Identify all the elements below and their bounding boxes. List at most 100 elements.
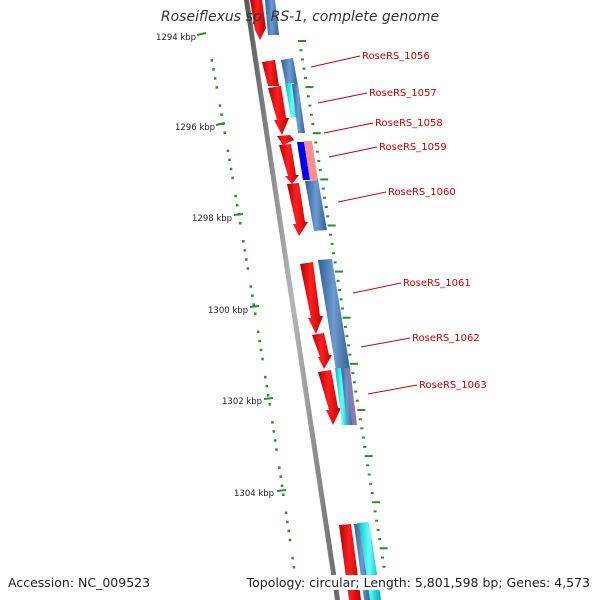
gene-arrow xyxy=(300,262,323,334)
gene-label-1058[interactable]: RoseRS_1058 xyxy=(375,118,443,129)
minor-tick xyxy=(212,68,215,71)
outer-tick xyxy=(358,418,362,421)
outer-tick xyxy=(370,492,374,494)
tick-label-1294: 1294 kbp xyxy=(156,33,196,43)
pink-feature xyxy=(304,141,318,180)
genome-title: Roseiflexus sp. RS-1, complete genome xyxy=(160,9,440,25)
outer-tick xyxy=(317,159,321,162)
minor-tick xyxy=(261,357,264,361)
major-tick xyxy=(215,122,226,126)
label-leader xyxy=(352,282,402,294)
outer-tick xyxy=(324,206,328,208)
outer-tick xyxy=(352,381,356,384)
minor-tick xyxy=(286,520,289,524)
minor-tick xyxy=(249,285,253,288)
major-tick xyxy=(196,32,207,36)
minor-tick xyxy=(213,77,217,80)
gene-label-1059[interactable]: RoseRS_1059 xyxy=(379,142,447,153)
protein-bar xyxy=(281,58,298,86)
protein-bar xyxy=(305,180,327,231)
gene-label-1061[interactable]: RoseRS_1061 xyxy=(403,278,471,289)
outer-tick xyxy=(355,399,359,402)
gene-arrow xyxy=(262,60,279,86)
gene-labels: RoseRS_1056 RoseRS_1057 RoseRS_1058 Rose… xyxy=(310,51,487,395)
minor-tick xyxy=(280,484,284,487)
minor-tick xyxy=(292,565,296,569)
outer-tick xyxy=(361,436,365,439)
minor-tick xyxy=(223,131,226,134)
minor-tick xyxy=(275,448,278,451)
protein-bar xyxy=(318,259,350,370)
major-tick xyxy=(249,305,260,308)
minor-tick xyxy=(251,294,254,297)
outer-tick xyxy=(332,252,336,255)
outer-tick xyxy=(376,528,380,531)
gene-label-1063[interactable]: RoseRS_1063 xyxy=(419,380,487,391)
outer-tick xyxy=(381,556,384,559)
minor-tick xyxy=(246,267,250,270)
tick-label-1302: 1302 kbp xyxy=(222,397,262,407)
minor-tick xyxy=(236,203,239,207)
genome-backbone xyxy=(244,0,340,600)
minor-tick xyxy=(231,176,234,180)
minor-tick xyxy=(279,475,282,478)
outer-tick xyxy=(311,123,315,125)
gene-label-1057[interactable]: RoseRS_1057 xyxy=(369,88,437,99)
minor-tick xyxy=(220,113,223,116)
outer-tick xyxy=(345,335,349,338)
outer-tick xyxy=(302,67,306,70)
outer-tick xyxy=(366,464,370,467)
gene-track xyxy=(250,0,381,600)
gene-label-1060[interactable]: RoseRS_1060 xyxy=(388,187,456,198)
outer-tick xyxy=(373,510,377,513)
purple-feature xyxy=(346,368,357,425)
accession-text: Accession: NC_009523 xyxy=(8,575,151,590)
minor-tick xyxy=(278,466,281,469)
minor-tick xyxy=(234,194,237,198)
outer-tick xyxy=(298,40,306,42)
gene-arrow xyxy=(277,135,294,145)
outer-tick xyxy=(326,215,330,218)
minor-tick xyxy=(226,149,230,153)
major-tick xyxy=(233,213,244,216)
tick-label-1296: 1296 kbp xyxy=(175,123,215,133)
outer-tick xyxy=(378,538,382,541)
outer-tick xyxy=(338,289,341,292)
outer-tick xyxy=(309,113,313,116)
gene-label-1056[interactable]: RoseRS_1056 xyxy=(362,51,430,62)
minor-tick xyxy=(245,258,248,261)
outer-tick xyxy=(351,372,355,375)
minor-tick xyxy=(273,439,277,442)
label-leader xyxy=(317,92,368,104)
gene-arrow xyxy=(287,183,308,236)
kbp-axis: 1294 kbp 1296 kbp 1298 kbp 1300 kbp 1302… xyxy=(156,32,287,590)
label-leader xyxy=(367,384,418,395)
outer-tick xyxy=(329,233,333,236)
gene-label-1062[interactable]: RoseRS_1062 xyxy=(412,333,480,344)
outer-tick xyxy=(327,224,336,227)
outer-tick xyxy=(342,316,351,319)
outer-tick xyxy=(379,547,388,550)
outer-tick xyxy=(341,307,344,310)
minor-tick xyxy=(258,339,261,343)
outer-tick xyxy=(305,86,314,89)
label-leader xyxy=(337,191,387,203)
outer-tick xyxy=(308,104,312,107)
genome-summary: Topology: circular; Length: 5,801,598 bp… xyxy=(242,575,590,590)
outer-tick xyxy=(382,565,386,568)
outer-tick xyxy=(315,150,319,153)
tick-label-1300: 1300 kbp xyxy=(208,306,248,316)
outer-tick xyxy=(364,455,373,458)
tick-label-1304: 1304 kbp xyxy=(234,489,274,499)
minor-tick xyxy=(266,394,270,397)
outer-tick xyxy=(314,141,318,144)
outer-tick xyxy=(344,325,347,328)
minor-tick xyxy=(239,222,242,225)
minor-tick xyxy=(229,167,233,171)
blue-feature xyxy=(297,142,310,180)
protein-bar xyxy=(341,368,353,425)
major-tick xyxy=(263,397,274,400)
gene-arrow xyxy=(268,86,289,135)
minor-tick xyxy=(228,158,231,162)
